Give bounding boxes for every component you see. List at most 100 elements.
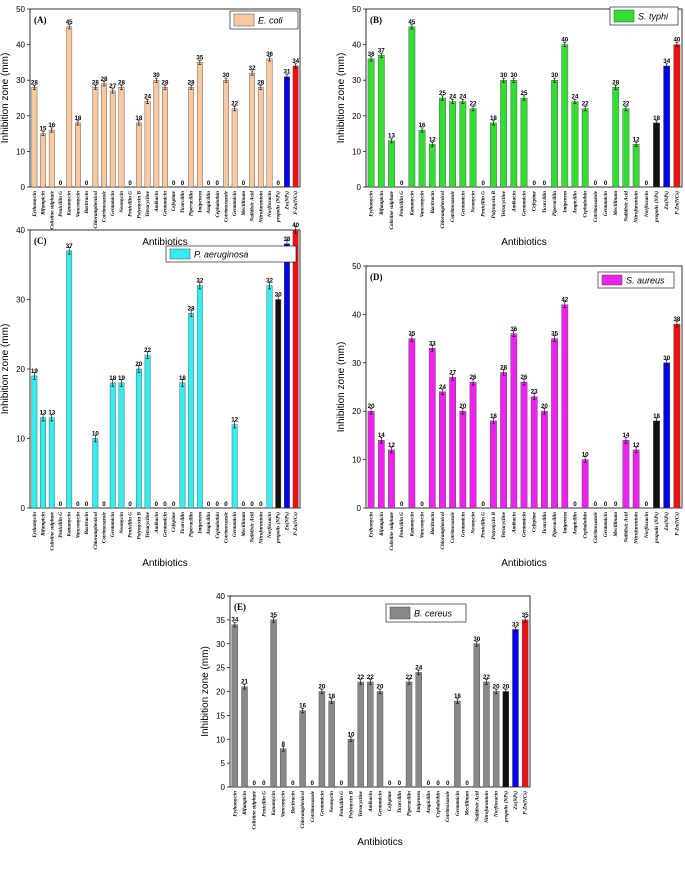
bar-value-label: 0 <box>259 501 263 508</box>
bar-value-label: 16 <box>48 122 55 129</box>
y-tick-label: 15 <box>216 711 225 720</box>
y-tick-label: 30 <box>352 76 361 85</box>
x-tick-label: Ticarcillin <box>397 791 403 813</box>
bar-value-label: 0 <box>85 501 89 508</box>
bar-value-label: 33 <box>429 340 436 347</box>
bar <box>66 250 73 509</box>
bar-value-label: 0 <box>172 180 176 187</box>
bar <box>551 79 558 188</box>
y-tick-label: 40 <box>352 41 361 50</box>
bar-value-label: 0 <box>262 780 266 787</box>
bar <box>653 420 660 509</box>
bar <box>101 83 107 188</box>
bar-value-label: 0 <box>216 501 220 508</box>
bar <box>469 108 477 188</box>
x-tick-label: Penicillin G <box>399 191 405 217</box>
x-tick-label: Kanamycin <box>67 191 73 217</box>
legend-label: B. cereus <box>414 609 453 619</box>
bar <box>66 26 73 188</box>
panel-label: (A) <box>34 15 47 25</box>
x-tick-label: Neomycin <box>471 191 477 214</box>
bar <box>135 368 142 509</box>
x-tick-label: Amikacin <box>511 512 517 534</box>
y-tick-label: 30 <box>16 296 25 305</box>
x-tick-label: Cefepime <box>171 511 177 532</box>
x-axis-label: Antibiotics <box>357 837 403 848</box>
bar-value-label: 0 <box>155 501 159 508</box>
bar <box>449 101 457 188</box>
x-tick-label: Norfloxacin <box>644 512 650 539</box>
y-axis-label: Inhibition zone (mm) <box>336 53 347 144</box>
bar-value-label: 30 <box>223 72 230 79</box>
bar <box>439 97 446 188</box>
x-tick-label: Polymyxin B <box>491 190 497 218</box>
bar <box>510 333 518 509</box>
y-tick-label: 0 <box>357 504 362 513</box>
bar-value-label: 27 <box>449 369 456 376</box>
y-tick-label: 10 <box>16 147 25 156</box>
bar <box>266 58 273 188</box>
x-tick-label: Gentamicin <box>163 191 169 216</box>
x-axis-label: Antibiotics <box>142 237 188 248</box>
bar-value-label: 22 <box>582 101 589 108</box>
x-tick-label: Cotrimoxazole <box>593 190 599 222</box>
bar <box>632 144 640 188</box>
bar-value-label: 0 <box>481 180 485 187</box>
x-tick-label: Eythomycin <box>32 191 38 218</box>
bar-value-label: 28 <box>257 79 264 86</box>
x-tick-label: Gentamicin <box>110 191 116 216</box>
x-tick-label: Mecillinam <box>613 191 619 217</box>
bar-value-label: 30 <box>153 72 160 79</box>
bar-value-label: 34 <box>231 617 238 624</box>
x-tick-label: Tetracycline <box>501 511 507 538</box>
bar-value-label: 0 <box>400 501 404 508</box>
bar <box>512 629 519 788</box>
bar <box>520 97 528 188</box>
bar <box>502 691 510 788</box>
bar <box>292 229 299 509</box>
bar-value-label: 37 <box>378 47 385 54</box>
x-tick-label: Penicillin G <box>128 512 134 538</box>
bar-value-label: 0 <box>102 501 106 508</box>
chart-panel-3: 0 10 20 30 40 19 Eythomycin 13 Rifampicin 13 Colis… <box>0 222 301 569</box>
bar-value-label: 13 <box>48 410 55 417</box>
x-tick-label: Piperacillin <box>189 191 195 216</box>
x-tick-label: Amikacin <box>154 191 160 213</box>
bar-value-label: 24 <box>439 384 446 391</box>
x-tick-label: Colistine sulphate <box>49 190 55 229</box>
x-tick-label: Bacitracin <box>84 512 90 536</box>
x-tick-label: Neomycin <box>329 791 335 814</box>
x-tick-label: Piperacillin <box>189 512 195 537</box>
x-tick-label: Penicillin G <box>58 191 64 217</box>
bar <box>415 672 422 788</box>
bar <box>483 681 490 788</box>
bar <box>40 133 46 188</box>
bar <box>500 372 507 509</box>
bar-value-label: 22 <box>144 347 151 354</box>
y-tick-label: 20 <box>352 407 361 416</box>
bar <box>318 691 326 788</box>
x-tick-label: Cefepime <box>387 790 393 811</box>
x-tick-label: Cephalothin <box>583 191 589 218</box>
bar-value-label: 30 <box>275 292 282 299</box>
bar <box>328 700 335 788</box>
bar-value-label: 25 <box>521 90 528 97</box>
x-tick-label: Imipenem <box>562 512 568 535</box>
x-tick-label: Gentamicin <box>460 512 466 537</box>
bar <box>581 459 589 509</box>
bar-value-label: 20 <box>502 684 509 691</box>
y-tick-label: 40 <box>216 592 225 601</box>
bar-value-label: 0 <box>604 501 608 508</box>
bar <box>521 619 529 788</box>
x-tick-label: Piperacillin <box>552 512 558 537</box>
y-tick-label: 20 <box>16 365 25 374</box>
x-tick-label: Vancomycin <box>281 791 287 817</box>
y-tick-label: 0 <box>221 783 226 792</box>
bar <box>118 87 125 188</box>
legend-swatch <box>389 606 411 620</box>
bar-value-label: 28 <box>92 79 99 86</box>
bar-value-label: 8 <box>281 741 285 748</box>
bar-value-label: 32 <box>266 278 273 285</box>
bar-value-label: 40 <box>292 222 299 229</box>
bar <box>109 382 116 509</box>
